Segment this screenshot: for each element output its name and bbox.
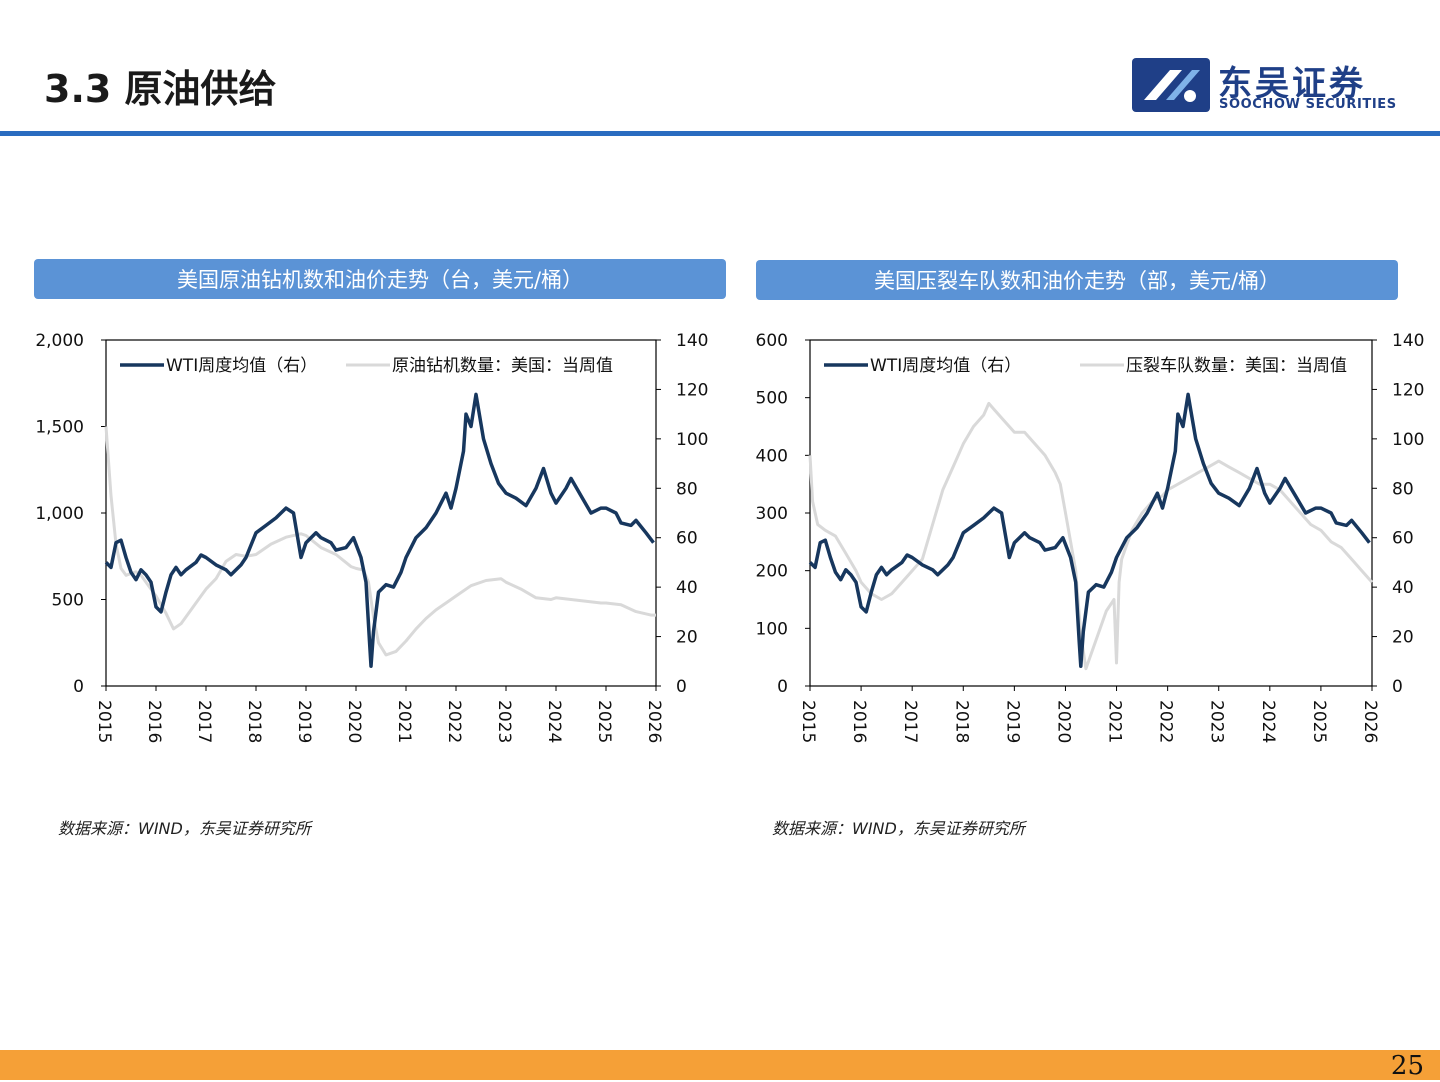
y-left-tick-label: 100 [756, 619, 788, 639]
series-line-count [808, 401, 1374, 671]
x-tick-label: 2025 [594, 700, 614, 743]
y-right-tick-label: 20 [1392, 628, 1414, 648]
y-left-tick-label: 500 [52, 591, 84, 611]
plot-frame [105, 339, 657, 687]
chart-2-banner: 美国压裂车队数和油价走势（部，美元/桶） [756, 260, 1398, 300]
y-right-tick-label: 140 [676, 331, 708, 351]
logo-chinese-text: 东吴证券 [1218, 64, 1366, 104]
y-left-tick-label: 600 [756, 331, 788, 351]
x-tick-label: 2022 [1156, 700, 1176, 743]
chart-1-banner: 美国原油钻机数和油价走势（台，美元/桶） [34, 259, 726, 299]
chart-1-source: 数据来源：WIND，东吴证券研究所 [58, 819, 311, 838]
header-divider [0, 131, 1440, 136]
x-tick-label: 2018 [951, 700, 971, 743]
y-right-tick-label: 120 [676, 380, 708, 400]
x-tick-label: 2018 [244, 700, 264, 743]
y-left-tick-label: 400 [756, 446, 788, 466]
x-tick-label: 2021 [394, 700, 414, 743]
y-left-tick-label: 1,000 [35, 504, 84, 524]
x-tick-label: 2015 [94, 700, 114, 743]
y-right-tick-label: 0 [676, 677, 687, 697]
x-tick-label: 2015 [798, 700, 818, 743]
y-right-tick-label: 140 [1392, 331, 1424, 351]
y-left-tick-label: 2,000 [35, 331, 84, 351]
x-tick-label: 2023 [1207, 700, 1227, 743]
chart-2-source: 数据来源：WIND，东吴证券研究所 [772, 819, 1025, 838]
x-tick-label: 2023 [494, 700, 514, 743]
chart-1-rigs-vs-oil: 0 500 1,000 1,500 2,000 0 20 40 60 80 100 120 140 201… [35, 331, 708, 743]
y-left-tick-label: 1,500 [35, 418, 84, 438]
x-tick-label: 2017 [194, 700, 214, 743]
legend-label-wti: WTI周度均值（右） [870, 356, 1021, 376]
y-right-tick-label: 0 [1392, 677, 1403, 697]
chart-2-frac-fleets-vs-oil: 0 100 200 300 400 500 600 0 20 40 60 80 100 120 140 201… [756, 331, 1425, 743]
plot-frame [809, 339, 1373, 687]
x-tick-label: 2019 [294, 700, 314, 743]
y-right-tick-label: 40 [1392, 578, 1414, 598]
y-right-tick-label: 120 [1392, 380, 1424, 400]
x-tick-label: 2017 [900, 700, 920, 743]
y-right-tick-label: 60 [676, 529, 698, 549]
y-right-tick-label: 60 [1392, 529, 1414, 549]
x-tick-label: 2024 [544, 700, 564, 743]
series-line-wti [104, 392, 655, 668]
x-tick-label: 2020 [344, 700, 364, 743]
x-tick-label: 2026 [1360, 700, 1380, 743]
y-left-tick-label: 0 [73, 677, 84, 697]
y-left-tick-label: 0 [777, 677, 788, 697]
y-left-tick-label: 300 [756, 504, 788, 524]
y-right-tick-label: 100 [1392, 430, 1424, 450]
page-number: 25 [1390, 1051, 1424, 1081]
y-right-tick-label: 20 [676, 628, 698, 648]
series-line-wti [808, 392, 1371, 668]
footer-bar [0, 1050, 1440, 1080]
logo-mark-icon [1132, 58, 1210, 112]
x-tick-label: 2019 [1002, 700, 1022, 743]
company-logo: 东吴证券 SOOCHOW SECURITIES [1130, 56, 1420, 116]
series-line-count [104, 426, 656, 657]
page-title: 3.3 原油供给 [44, 67, 277, 111]
y-right-tick-label: 100 [676, 430, 708, 450]
x-tick-label: 2016 [849, 700, 869, 743]
y-right-tick-label: 80 [1392, 479, 1414, 499]
y-left-tick-label: 500 [756, 389, 788, 409]
legend-label-wti: WTI周度均值（右） [166, 356, 317, 376]
y-left-tick-label: 200 [756, 562, 788, 582]
x-tick-label: 2020 [1053, 700, 1073, 743]
x-tick-label: 2016 [144, 700, 164, 743]
x-tick-label: 2025 [1309, 700, 1329, 743]
x-tick-label: 2022 [444, 700, 464, 743]
x-tick-label: 2021 [1105, 700, 1125, 743]
legend-label-count: 压裂车队数量：美国：当周值 [1126, 356, 1347, 376]
logo-english-text: SOOCHOW SECURITIES [1219, 97, 1397, 112]
y-right-tick-label: 80 [676, 479, 698, 499]
x-tick-label: 2026 [644, 700, 664, 743]
x-tick-label: 2024 [1258, 700, 1278, 743]
legend-label-count: 原油钻机数量：美国：当周值 [392, 356, 613, 376]
y-right-tick-label: 40 [676, 578, 698, 598]
